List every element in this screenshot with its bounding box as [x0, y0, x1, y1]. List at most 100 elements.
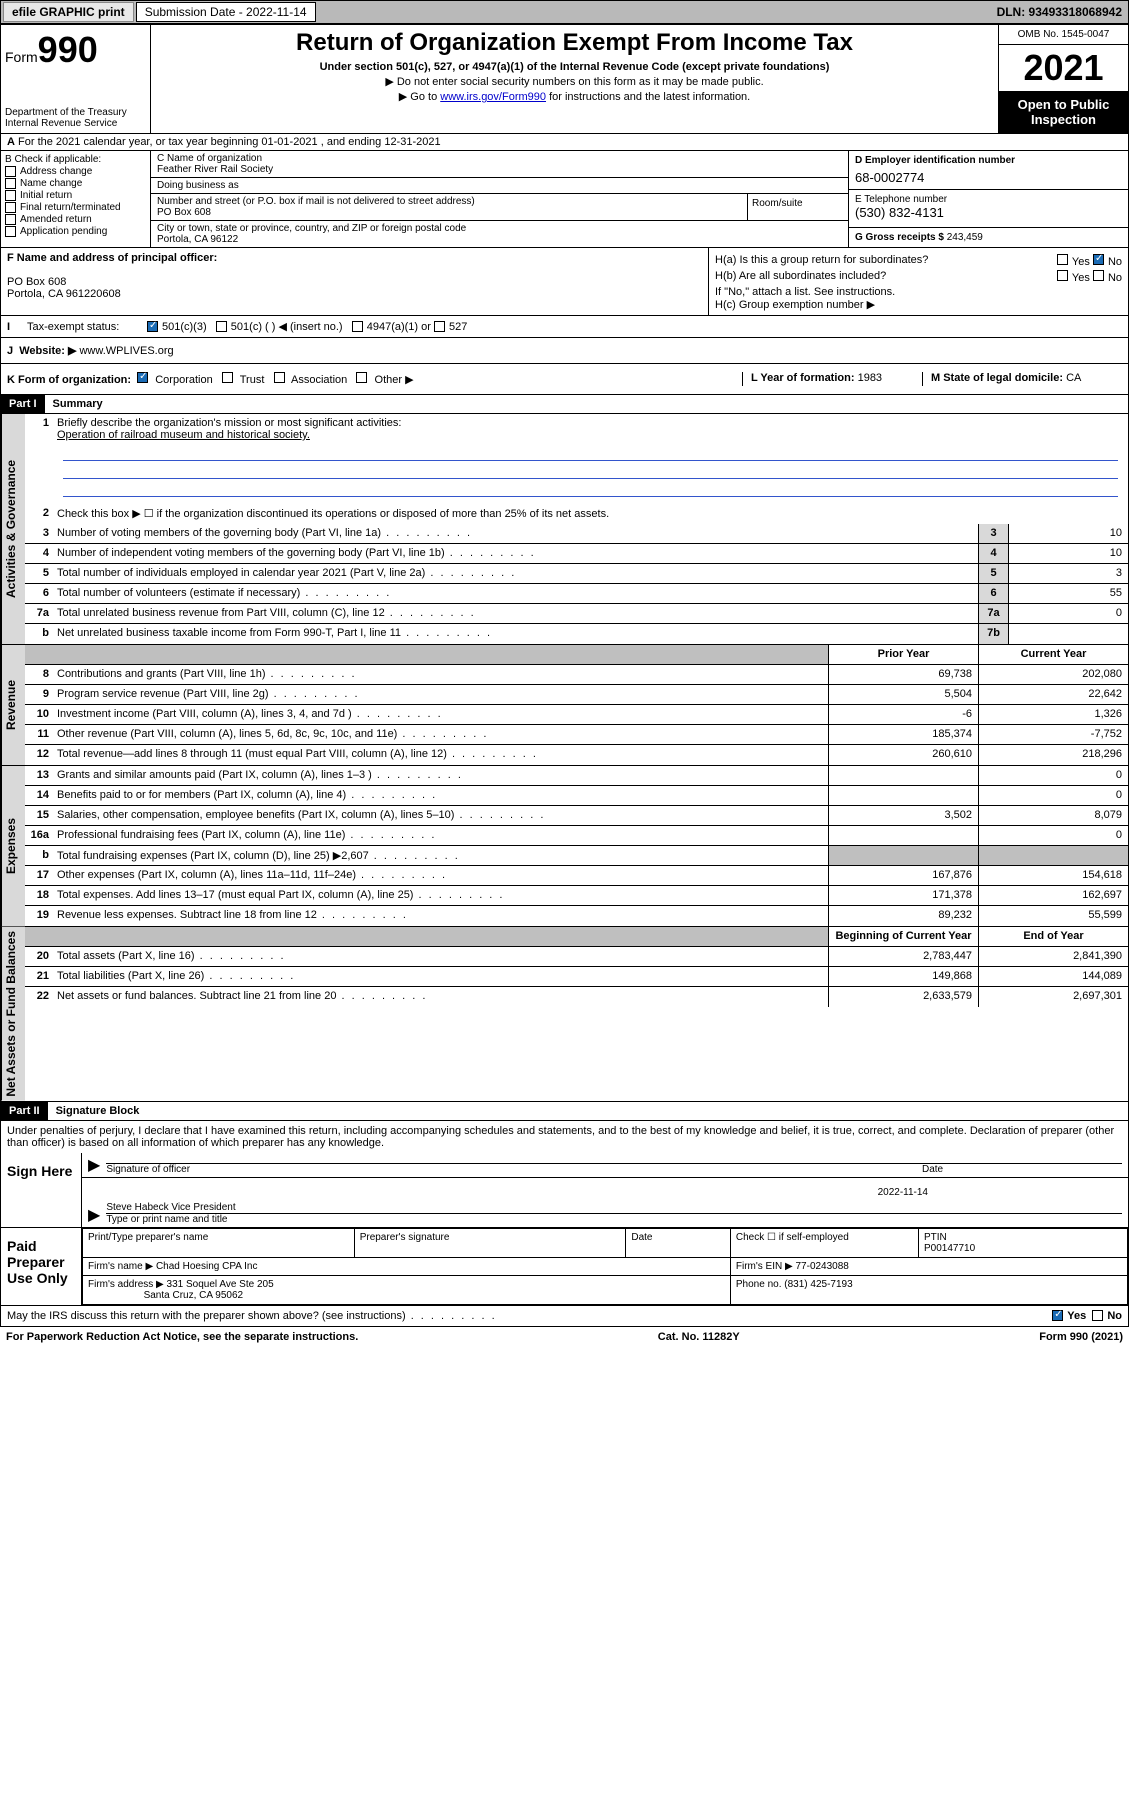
discuss-no-check[interactable]	[1092, 1310, 1103, 1321]
line-value: 55	[1008, 584, 1128, 603]
501c-check[interactable]	[216, 321, 227, 332]
hb-yes-check[interactable]	[1057, 270, 1068, 281]
org-name: Feather River Rail Society	[157, 164, 273, 175]
check-final-return[interactable]: Final return/terminated	[5, 202, 146, 213]
officer-name: Steve Habeck Vice President	[106, 1202, 1122, 1214]
check-name-change[interactable]: Name change	[5, 178, 146, 189]
data-line: 13 Grants and similar amounts paid (Part…	[25, 766, 1128, 786]
prior-value	[828, 826, 978, 845]
line-num: 17	[25, 866, 53, 885]
line-text: Total unrelated business revenue from Pa…	[53, 604, 978, 623]
prior-value: 185,374	[828, 725, 978, 744]
form-990-number: 990	[38, 29, 98, 70]
line-1: 1 Briefly describe the organization's mi…	[25, 414, 1128, 504]
ptin-value: P00147710	[924, 1243, 975, 1254]
line2-text: Check this box ▶ ☐ if the organization d…	[53, 504, 1128, 524]
k-form-org: K Form of organization: Corporation Trus…	[7, 372, 742, 386]
gov-content: 1 Briefly describe the organization's mi…	[25, 414, 1128, 644]
vert-governance: Activities & Governance	[1, 414, 25, 644]
part2-title: Signature Block	[48, 1102, 148, 1120]
gov-line: 6 Total number of volunteers (estimate i…	[25, 584, 1128, 604]
current-value: 0	[978, 766, 1128, 785]
trust-check[interactable]	[222, 372, 233, 383]
check-application-pending[interactable]: Application pending	[5, 226, 146, 237]
other-check[interactable]	[356, 372, 367, 383]
g-gross-cell: G Gross receipts $ 243,459	[849, 228, 1128, 247]
hb-label: H(b) Are all subordinates included?	[715, 270, 886, 284]
check-label: Name change	[20, 178, 82, 189]
prior-value: -6	[828, 705, 978, 724]
prep-row-2: Firm's name ▶ Chad Hoesing CPA Inc Firm'…	[83, 1257, 1128, 1275]
note2-pre: ▶ Go to	[399, 91, 440, 103]
ha-no-check[interactable]	[1093, 254, 1104, 265]
line-num: 12	[25, 745, 53, 765]
527-check[interactable]	[434, 321, 445, 332]
line-text: Total number of individuals employed in …	[53, 564, 978, 583]
line-1-text: Briefly describe the organization's miss…	[53, 414, 1128, 504]
current-value: 154,618	[978, 866, 1128, 885]
opt3: 4947(a)(1) or	[367, 321, 431, 333]
line-box: 3	[978, 524, 1008, 543]
prior-value: 2,633,579	[828, 987, 978, 1007]
line-2: 2 Check this box ▶ ☐ if the organization…	[25, 504, 1128, 524]
l-label: L Year of formation:	[751, 372, 855, 384]
line-value: 10	[1008, 544, 1128, 563]
dba-label: Doing business as	[157, 180, 239, 191]
corp-check[interactable]	[137, 372, 148, 383]
sign-here-label: Sign Here	[1, 1153, 81, 1227]
discuss-row: May the IRS discuss this return with the…	[0, 1306, 1129, 1327]
current-value: 55,599	[978, 906, 1128, 926]
line-num: 14	[25, 786, 53, 805]
i-label: Tax-exempt status:	[27, 321, 147, 333]
signature-block: Under penalties of perjury, I declare th…	[0, 1121, 1129, 1306]
sig-intro: Under penalties of perjury, I declare th…	[1, 1121, 1128, 1153]
ha-yes-check[interactable]	[1057, 254, 1068, 265]
submission-date-label: Submission Date - 2022-11-14	[136, 2, 316, 22]
opt-assoc: Association	[291, 374, 347, 386]
assoc-check[interactable]	[274, 372, 285, 383]
col-deg: D Employer identification number 68-0002…	[848, 151, 1128, 247]
line-box: 4	[978, 544, 1008, 563]
firm-name-cell: Firm's name ▶ Chad Hoesing CPA Inc	[83, 1257, 731, 1275]
form-subtitle: Under section 501(c), 527, or 4947(a)(1)…	[157, 61, 992, 73]
line-num: 19	[25, 906, 53, 926]
efile-button[interactable]: efile GRAPHIC print	[3, 2, 134, 22]
line-num: 15	[25, 806, 53, 825]
line-value: 0	[1008, 604, 1128, 623]
line-text: Program service revenue (Part VIII, line…	[53, 685, 828, 704]
line-text: Other expenses (Part IX, column (A), lin…	[53, 866, 828, 885]
data-line: 16a Professional fundraising fees (Part …	[25, 826, 1128, 846]
mission-text: Operation of railroad museum and histori…	[57, 429, 310, 441]
gov-line: 5 Total number of individuals employed i…	[25, 564, 1128, 584]
line-text: Contributions and grants (Part VIII, lin…	[53, 665, 828, 684]
sig-date-cell: Date	[922, 1163, 1122, 1175]
discuss-yes-check[interactable]	[1052, 1310, 1063, 1321]
current-value: 0	[978, 786, 1128, 805]
4947-check[interactable]	[352, 321, 363, 332]
l-value: 1983	[858, 372, 882, 384]
prep-name-label: Print/Type preparer's name	[83, 1228, 355, 1257]
check-amended-return[interactable]: Amended return	[5, 214, 146, 225]
sig-date-value-row: 2022-11-14	[82, 1178, 1128, 1200]
irs-link[interactable]: www.irs.gov/Form990	[440, 91, 546, 103]
city-value: Portola, CA 96122	[157, 234, 238, 245]
line-text: Benefits paid to or for members (Part IX…	[53, 786, 828, 805]
sign-here-fields: ▶ Signature of officer Date 2022-11-14 ▶…	[81, 1153, 1128, 1227]
opt2: 501(c) ( ) ◀ (insert no.)	[231, 320, 343, 333]
top-toolbar: efile GRAPHIC print Submission Date - 20…	[0, 0, 1129, 24]
check-initial-return[interactable]: Initial return	[5, 190, 146, 201]
e-label: E Telephone number	[855, 194, 947, 205]
line-num: 5	[25, 564, 53, 583]
current-value	[978, 846, 1128, 865]
vert-expenses: Expenses	[1, 766, 25, 926]
hb-no-check[interactable]	[1093, 270, 1104, 281]
501c3-check[interactable]	[147, 321, 158, 332]
paperwork-notice: For Paperwork Reduction Act Notice, see …	[6, 1331, 358, 1343]
line-num: 7a	[25, 604, 53, 623]
row-a-tax-year: A For the 2021 calendar year, or tax yea…	[0, 134, 1129, 151]
opt1: 501(c)(3)	[162, 321, 207, 333]
discuss-text: May the IRS discuss this return with the…	[7, 1310, 1052, 1322]
check-address-change[interactable]: Address change	[5, 166, 146, 177]
line-num: b	[25, 846, 53, 865]
officer-name-cell: Steve Habeck Vice President Type or prin…	[106, 1202, 1122, 1225]
